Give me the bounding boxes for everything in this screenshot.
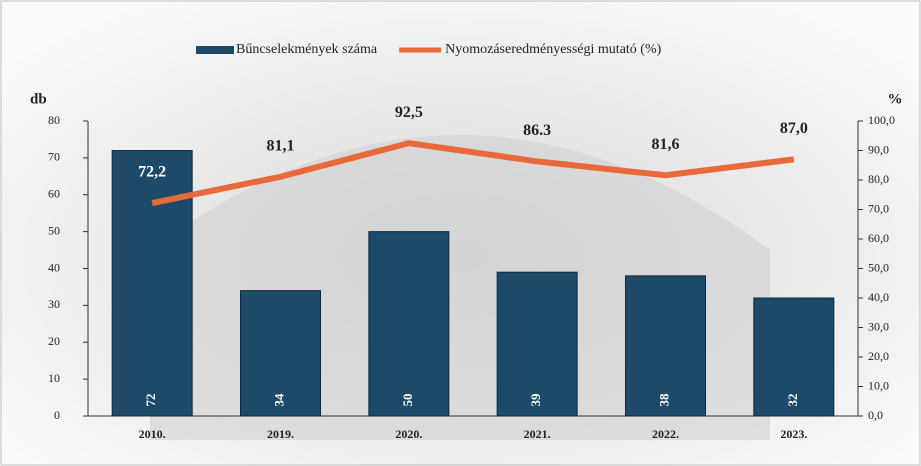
page: db % 0 10 20 30 40 50 60 70 80 0,0 10,0 20,0 30,0 40,… (0, 0, 921, 466)
y-tick-label: 40 (48, 260, 60, 274)
chart: db % 0 10 20 30 40 50 60 70 80 0,0 10,0 20,0 30,0 40,… (0, 0, 921, 466)
y-tick-label: 10 (48, 371, 60, 385)
y2-tick-label: 10,0 (868, 378, 889, 392)
y2-tick-label: 90,0 (868, 142, 889, 156)
x-tick-label: 2022. (652, 427, 679, 441)
y2-tick-label: 60,0 (868, 231, 889, 245)
bar-value-label: 32 (785, 394, 800, 407)
bar-value-label: 72 (143, 394, 158, 407)
line-value-label: 72,2 (138, 164, 166, 181)
legend-swatch (196, 46, 234, 54)
y2-tick-label: 50,0 (868, 260, 889, 274)
x-tick-label: 2020. (395, 427, 422, 441)
bar (369, 232, 449, 416)
y2-tick-label: 70,0 (868, 201, 889, 215)
bar-value-label: 38 (656, 393, 671, 407)
y2-tick-label: 40,0 (868, 290, 889, 304)
y2-tick-label: 0,0 (868, 408, 883, 422)
bar (112, 151, 192, 417)
line-value-label: 87,0 (780, 120, 808, 137)
y-tick-label: 50 (48, 223, 60, 237)
y2-axis-title: % (888, 91, 903, 107)
y-tick-label: 70 (48, 150, 60, 164)
x-tick-label: 2019. (267, 427, 294, 441)
y2-tick-label: 30,0 (868, 319, 889, 333)
x-tick-label: 2021. (524, 427, 551, 441)
legend-label: Bűncselekmények száma (236, 42, 378, 57)
legend-label: Nyomozáseredményességi mutató (%) (445, 42, 661, 57)
bar-value-label: 50 (400, 394, 415, 407)
y-tick-label: 60 (48, 187, 60, 201)
line-value-label: 81,1 (267, 137, 295, 154)
y2-tick-label: 20,0 (868, 349, 889, 363)
y2-tick-label: 100,0 (868, 113, 895, 127)
y-tick-label: 0 (54, 408, 60, 422)
y-tick-label: 20 (48, 334, 60, 348)
line-value-label: 86.3 (523, 122, 551, 139)
line-value-label: 92,5 (395, 104, 423, 121)
y2-tick-label: 80,0 (868, 172, 889, 186)
x-tick-label: 2010. (139, 427, 166, 441)
y-tick-label: 30 (48, 297, 60, 311)
line-value-label: 81,6 (652, 136, 680, 153)
y-tick-label: 80 (48, 113, 60, 127)
y-axis-title: db (30, 91, 47, 107)
x-tick-label: 2023. (780, 427, 807, 441)
bar-value-label: 34 (271, 393, 286, 407)
bar-value-label: 39 (528, 393, 543, 407)
